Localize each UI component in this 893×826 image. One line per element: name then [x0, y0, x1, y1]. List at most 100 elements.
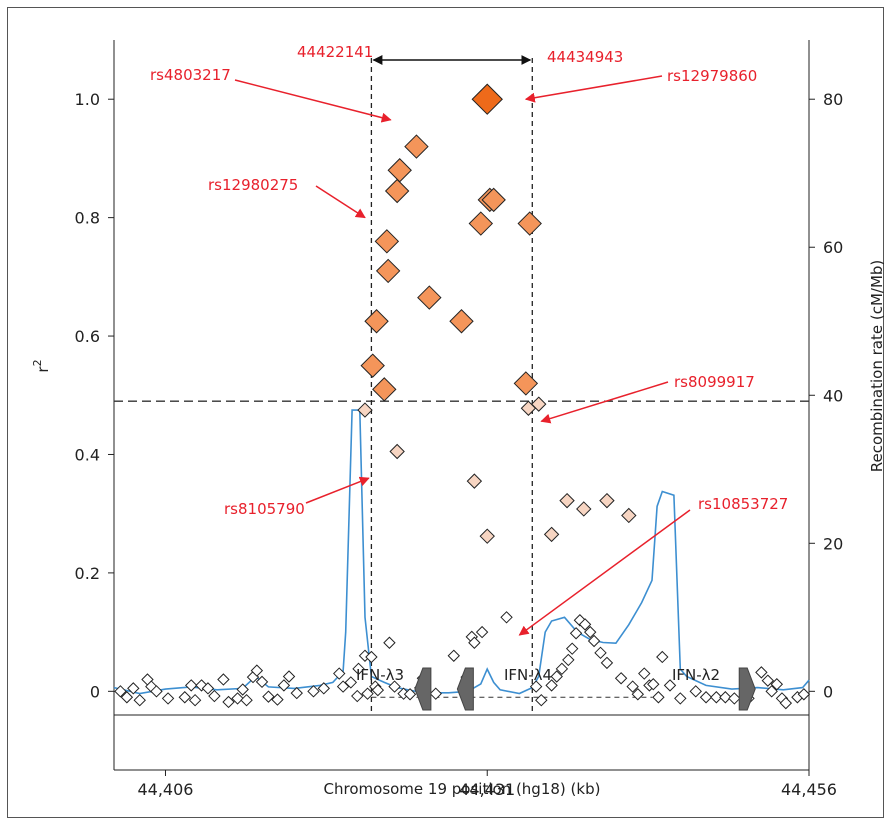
snp-point-null: [594, 646, 607, 660]
snp-point-low-ld: [599, 492, 615, 509]
snp-point-null: [120, 691, 134, 704]
snp-point-null: [240, 693, 253, 707]
snp-point-null: [779, 696, 793, 710]
snp-point-null: [161, 692, 175, 705]
axes-layer: 0 0.2 0.4 0.6 0.8 1.0 0 20 40 60 80 44,406 44,431 44,…: [75, 90, 844, 799]
x-tick-label: 44,456: [781, 780, 837, 799]
snp-point-null: [631, 688, 645, 701]
annotation-arrow-rs8099917: [540, 381, 669, 424]
snp-point-null: [500, 611, 513, 624]
snp-point-high-ld: [417, 285, 442, 310]
annotation-arrow-rs10853727: [518, 509, 691, 636]
x-tick-label: 44,406: [137, 780, 193, 799]
snp-point-null: [578, 618, 592, 631]
snp-point-null: [765, 685, 778, 698]
snp-point-null: [550, 670, 563, 683]
snp-point-null: [133, 693, 146, 707]
snp-point-null: [770, 678, 784, 691]
snp-point-null: [761, 674, 775, 687]
snp-point-low-ld: [576, 501, 592, 517]
snp-point-null: [262, 690, 275, 703]
region-end-label: 44434943: [547, 48, 623, 66]
annotation-layer: 44422141 44434943 rs4803217 rs12979860 rs129…: [150, 43, 788, 636]
snp-point-low-ld: [357, 402, 373, 418]
snp-point-null: [562, 653, 575, 667]
gene-label: IFN-λ4: [504, 666, 552, 684]
y2-tick-label: 0: [823, 682, 833, 701]
snp-point-low-ld: [621, 507, 637, 524]
snp-point-null: [468, 636, 481, 649]
snp-point-null: [689, 685, 702, 698]
snp-point-null: [728, 692, 741, 705]
snp-point-high-ld: [374, 229, 400, 254]
y2-axis-title: Recombination rate (cM/Mb): [868, 260, 886, 473]
snp-point-null: [710, 691, 723, 704]
snp-point-null: [178, 691, 191, 704]
snp-point-high-ld: [372, 377, 397, 402]
annotation-label-rs8099917: rs8099917: [674, 373, 755, 391]
snp-point-null: [475, 625, 489, 639]
snp-point-null: [647, 678, 660, 691]
snp-point-null: [236, 683, 249, 696]
gene-label: IFN-λ3: [356, 666, 404, 684]
recombination-rate-line: [113, 409, 810, 695]
snp-point-high-ld: [387, 158, 412, 183]
snp-point-null: [250, 664, 264, 677]
y2-tick-label: 60: [823, 238, 843, 257]
snp-point-low-ld: [543, 526, 560, 543]
gene-arrow-IFN-λ3: [414, 667, 432, 711]
snp-point-null: [535, 693, 548, 707]
annotation-arrow-rs8105790: [305, 476, 370, 504]
snp-point-low-ld: [559, 492, 575, 509]
annotation-label-rs8105790: rs8105790: [224, 500, 305, 518]
figure-frame: [7, 7, 884, 818]
snp-point-null: [429, 687, 442, 700]
snp-point-null: [555, 662, 569, 676]
snp-point-low-ld: [389, 443, 405, 460]
snp-point-null: [188, 693, 202, 707]
annotation-arrow-rs12980275: [315, 185, 366, 219]
y-axis-title: r2: [31, 359, 52, 372]
snp-point-null: [383, 636, 396, 649]
snp-point-null: [185, 679, 198, 692]
y2-tick-label: 80: [823, 90, 843, 109]
snp-point-null: [231, 692, 244, 705]
y-axis-title-superscript: 2: [31, 359, 44, 366]
snp-point-null: [719, 691, 732, 704]
snp-point-high-ld: [364, 309, 389, 334]
annotation-label-rs4803217: rs4803217: [150, 66, 231, 84]
snp-point-null: [614, 672, 628, 685]
snp-point-null: [626, 680, 639, 693]
snp-point-null: [674, 692, 687, 705]
snp-point-null: [638, 667, 651, 680]
snp-point-null: [127, 682, 140, 695]
snp-point-null: [403, 688, 417, 701]
y-tick-label: 0.6: [75, 327, 100, 346]
snp-point-null: [351, 689, 364, 703]
snp-point-null: [569, 627, 583, 640]
snp-point-high-ld: [375, 258, 401, 284]
annotation-label-rs10853727: rs10853727: [698, 495, 788, 513]
gene-label: IFN-λ2: [672, 666, 720, 684]
snp-point-low-ld: [531, 396, 547, 412]
gene-arrow-IFN-λ2: [738, 667, 756, 711]
snp-point-null: [365, 650, 378, 664]
y-tick-label: 0.8: [75, 209, 100, 228]
snp-point-null: [317, 682, 330, 695]
snp-point-null: [150, 685, 163, 698]
y-tick-label: 0.4: [75, 445, 100, 464]
snp-point-high-ld: [517, 211, 542, 236]
snp-point-high-ld: [384, 178, 410, 204]
snp-point-null: [333, 667, 346, 680]
snp-point-null: [208, 689, 221, 703]
annotation-arrow-rs4803217: [234, 79, 392, 123]
y-tick-label: 1.0: [75, 90, 100, 109]
y2-tick-label: 20: [823, 534, 843, 553]
snp-point-null: [663, 679, 677, 692]
snp-point-null: [290, 686, 303, 700]
snp-point-lead: [471, 83, 503, 115]
snp-point-null: [545, 679, 558, 692]
snp-point-null: [388, 680, 401, 693]
y-tick-label: 0.2: [75, 564, 100, 583]
snp-point-null: [282, 670, 296, 683]
